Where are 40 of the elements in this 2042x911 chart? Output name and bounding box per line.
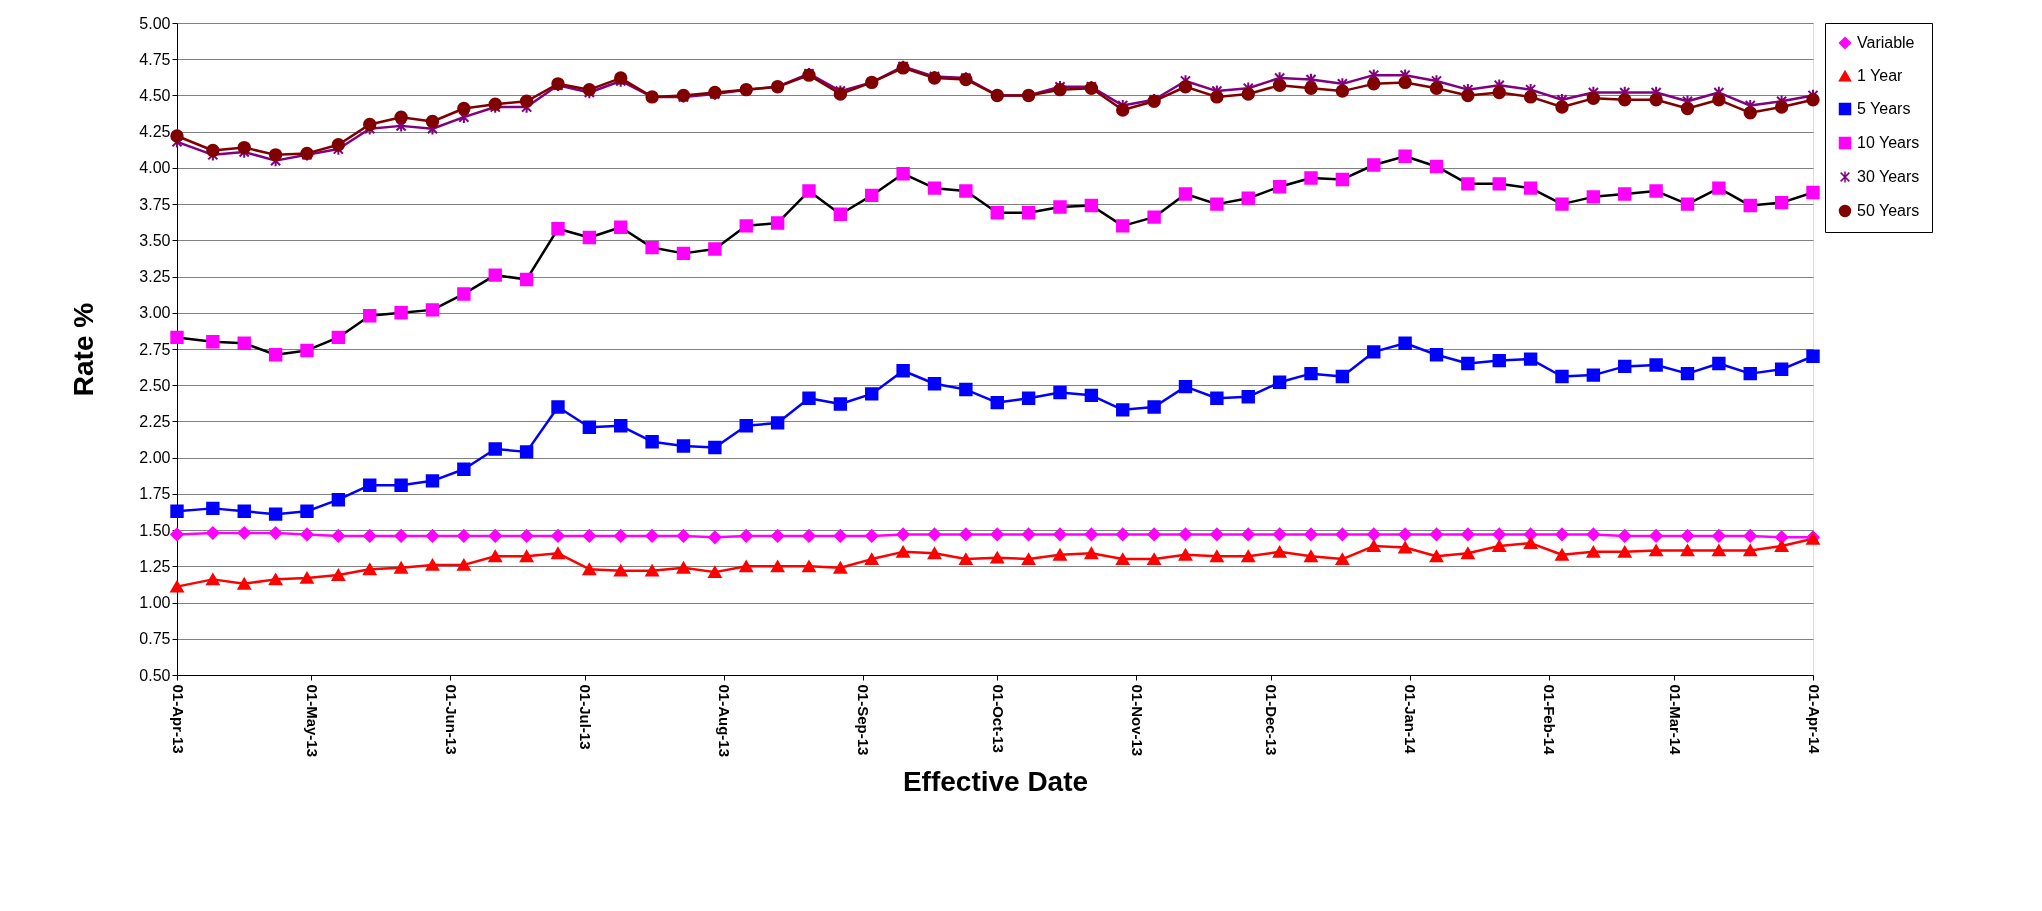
legend-label: 30 Years — [1857, 168, 1920, 185]
y-tick-label: 4.25 — [139, 123, 171, 141]
y-tick-label: 2.00 — [139, 449, 171, 467]
y-tick-label: 2.25 — [139, 412, 171, 430]
x-tick-label: 01-Feb-14 — [1541, 684, 1559, 756]
y-tick-label: 3.00 — [139, 304, 171, 322]
y-tick-label: 0.50 — [139, 666, 171, 684]
x-tick-label: 01-Jul-13 — [577, 684, 595, 750]
y-tick-label: 1.00 — [139, 594, 171, 612]
y-tick-label: 3.75 — [139, 195, 171, 213]
y-tick-label: 3.50 — [139, 231, 171, 249]
y-axis-title: Rate % — [68, 302, 100, 397]
x-tick-label: 01-Apr-14 — [1805, 684, 1823, 755]
y-tick-label: 2.50 — [139, 376, 171, 394]
x-tick-label: 01-May-13 — [303, 684, 321, 758]
x-tick-label: 01-Jan-14 — [1402, 684, 1420, 755]
x-tick-label: 01-Dec-13 — [1263, 684, 1281, 756]
y-tick-label: 0.75 — [139, 630, 171, 648]
x-tick-label: 01-Aug-13 — [716, 684, 734, 758]
y-tick-label: 1.25 — [139, 557, 171, 575]
y-tick-label: 5.00 — [139, 14, 171, 32]
legend-label: 1 Year — [1857, 67, 1904, 84]
y-tick-label: 4.75 — [139, 50, 171, 68]
y-tick-label: 4.50 — [139, 86, 171, 104]
legend-label: 5 Years — [1857, 100, 1911, 117]
y-tick-label: 2.75 — [139, 340, 171, 358]
x-tick-label: 01-Apr-13 — [169, 684, 187, 754]
y-tick-label: 4.00 — [139, 159, 171, 177]
x-tick-label: 01-Nov-13 — [1128, 684, 1146, 757]
x-tick-label: 01-Mar-14 — [1666, 684, 1684, 756]
y-tick-label: 1.75 — [139, 485, 171, 503]
x-axis-title: Effective Date — [902, 766, 1089, 798]
x-tick-label: 01-Sep-13 — [855, 684, 873, 756]
legend-label: 50 Years — [1857, 202, 1920, 219]
legend-label: 10 Years — [1857, 134, 1920, 151]
y-tick-label: 3.25 — [139, 268, 171, 286]
y-tick-label: 1.50 — [139, 521, 171, 539]
legend-label: Variable — [1857, 34, 1915, 51]
x-tick-label: 01-Jun-13 — [442, 684, 460, 755]
x-tick-label: 01-Oct-13 — [989, 684, 1007, 753]
